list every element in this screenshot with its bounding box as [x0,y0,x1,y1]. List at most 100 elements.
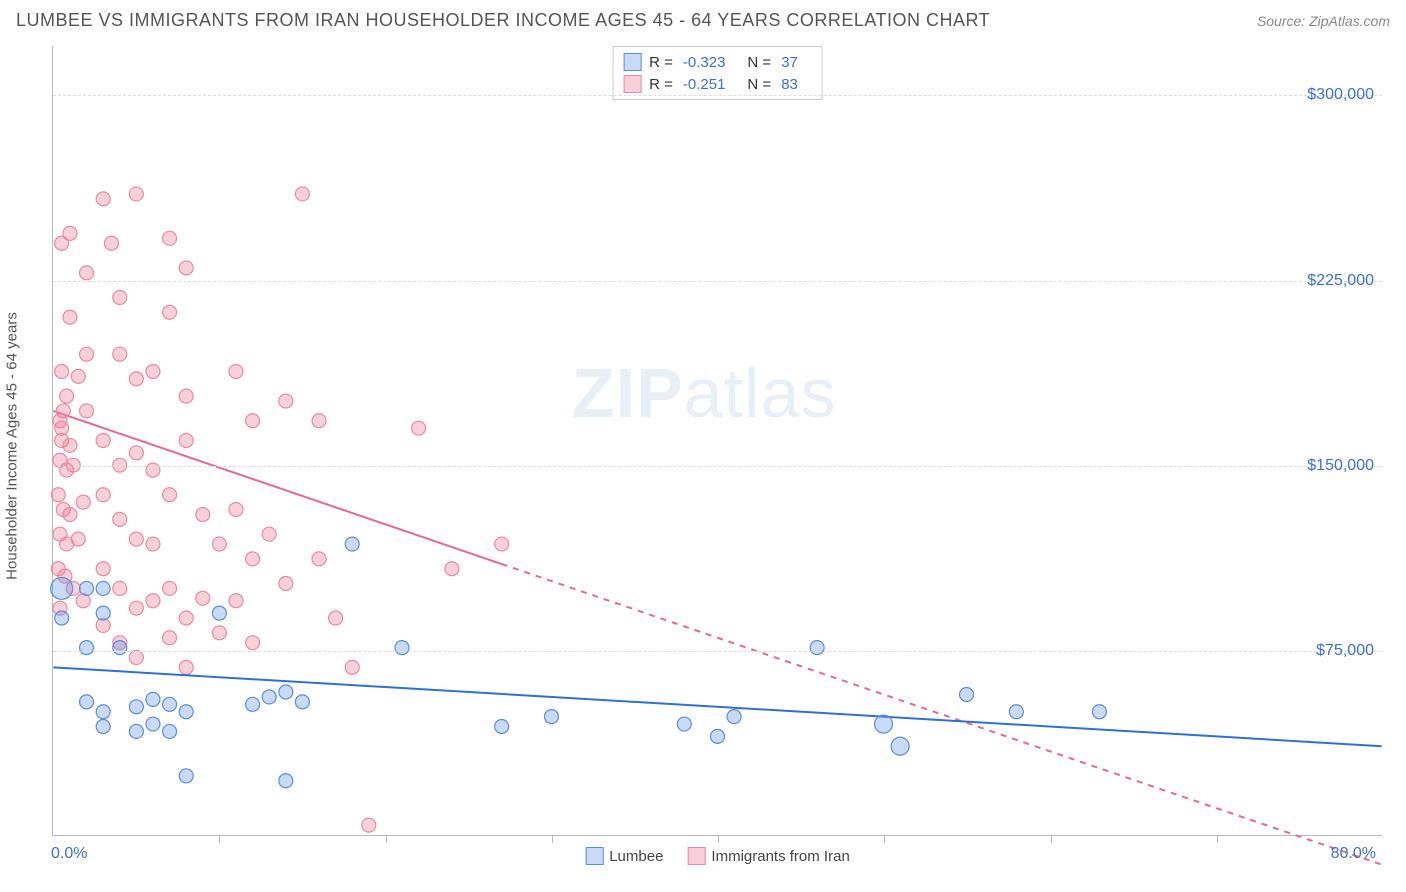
data-point [63,507,77,521]
data-point [179,611,193,625]
trend-line [53,667,1381,746]
data-point [129,372,143,386]
data-point [810,641,824,655]
data-point [55,364,69,378]
gridline [53,281,1382,282]
data-point [51,577,73,599]
data-point [163,488,177,502]
data-point [51,562,65,576]
data-point [179,769,193,783]
legend-R-value-0: -0.323 [683,54,726,71]
data-point [279,774,293,788]
data-point [711,729,725,743]
data-point [163,231,177,245]
trend-line [53,411,501,564]
gridline [53,466,1382,467]
y-axis-title: Householder Income Ages 45 - 64 years [4,312,21,580]
data-point [80,581,94,595]
legend-row-series-0: R = -0.323 N = 37 [623,51,812,73]
data-point [412,421,426,435]
data-point [345,537,359,551]
data-point [179,705,193,719]
data-point [80,266,94,280]
data-point [63,226,77,240]
data-point [55,611,69,625]
x-tick [219,835,220,843]
data-point [96,562,110,576]
watermark: ZIPatlas [572,353,837,433]
x-tick [1217,835,1218,843]
data-point [96,720,110,734]
legend-swatch-0 [623,53,641,71]
data-point [163,631,177,645]
data-point [146,537,160,551]
correlation-legend: R = -0.323 N = 37 R = -0.251 N = 83 [612,46,823,100]
data-point [312,552,326,566]
x-tick [386,835,387,843]
data-point [246,636,260,650]
data-point [96,705,110,719]
data-point [129,446,143,460]
data-point [146,594,160,608]
data-point [129,601,143,615]
data-point [295,695,309,709]
data-point [212,626,226,640]
data-point [129,532,143,546]
data-point [76,495,90,509]
data-point [229,594,243,608]
data-point [51,488,65,502]
source-attribution: Source: ZipAtlas.com [1257,13,1390,29]
x-tick [1051,835,1052,843]
legend-R-label: R = [649,54,673,71]
plot-svg [53,46,1382,835]
data-point [55,434,69,448]
data-point [146,692,160,706]
data-point [96,192,110,206]
data-point [96,618,110,632]
data-point [113,512,127,526]
data-point [76,594,90,608]
data-point [129,187,143,201]
x-axis-min-label: 0.0% [51,845,87,863]
data-point [229,364,243,378]
data-point [113,636,127,650]
data-point [677,717,691,731]
data-point [113,581,127,595]
data-point [544,710,558,724]
data-point [96,606,110,620]
chart-title: LUMBEE VS IMMIGRANTS FROM IRAN HOUSEHOLD… [16,10,990,31]
data-point [63,438,77,452]
gridline [53,95,1382,96]
legend-R-label: R = [649,76,673,93]
data-point [80,347,94,361]
data-point [129,650,143,664]
data-point [55,236,69,250]
legend-N-value-1: 83 [781,76,798,93]
data-point [445,562,459,576]
data-point [66,581,80,595]
data-point [146,717,160,731]
series-legend: Lumbee Immigrants from Iran [585,847,850,865]
data-point [53,414,67,428]
data-point [80,695,94,709]
x-tick [884,835,885,843]
legend-swatch-1 [623,75,641,93]
data-point [163,305,177,319]
data-point [163,697,177,711]
data-point [495,537,509,551]
data-point [960,687,974,701]
data-point [212,537,226,551]
data-point [56,503,70,517]
data-point [129,724,143,738]
data-point [345,660,359,674]
data-point [179,261,193,275]
data-point [196,507,210,521]
data-point [71,369,85,383]
data-point [246,414,260,428]
legend-R-value-1: -0.251 [683,76,726,93]
data-point [96,488,110,502]
watermark-prefix: ZIP [572,354,684,432]
data-point [55,421,69,435]
data-point [179,660,193,674]
data-point [212,606,226,620]
